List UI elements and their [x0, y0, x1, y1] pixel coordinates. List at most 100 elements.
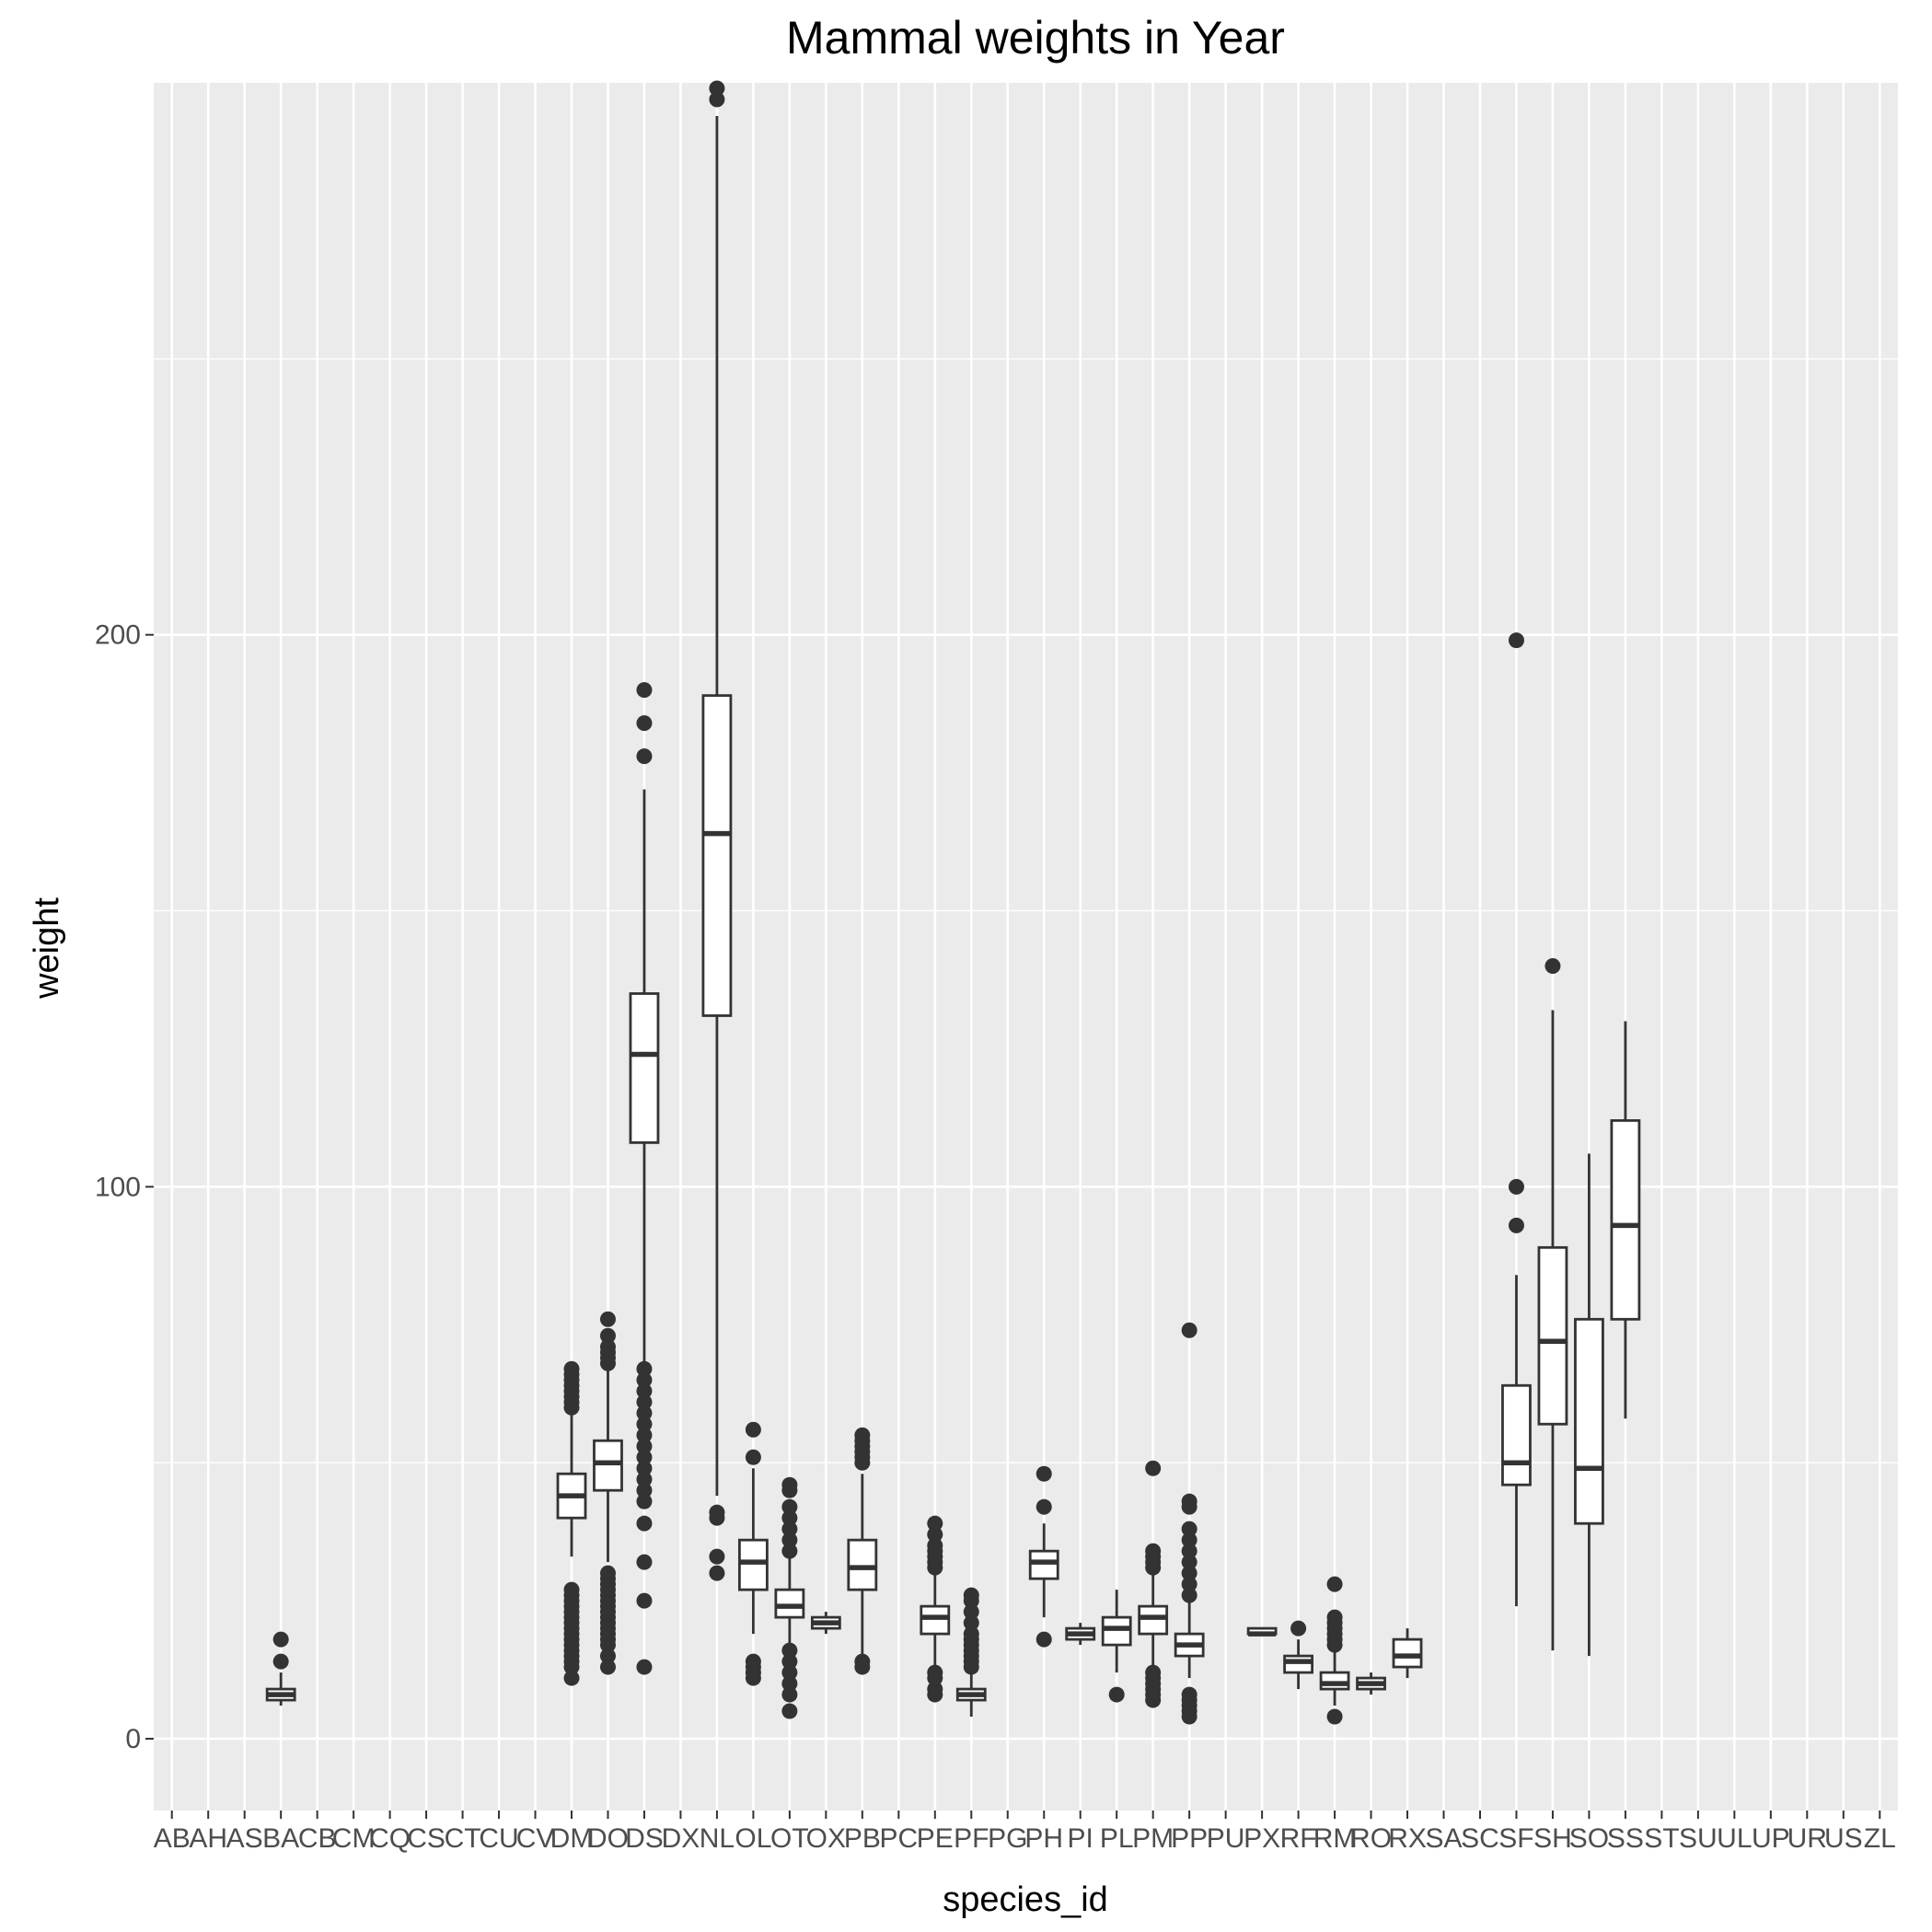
outlier-point [781, 1703, 798, 1719]
x-tick-label: PB [844, 1823, 881, 1854]
outlier-point [781, 1686, 798, 1703]
box-dm [556, 1360, 587, 1686]
x-tick-label: SF [1498, 1823, 1533, 1854]
outlier-point [636, 1416, 653, 1432]
outlier-point [1181, 1554, 1197, 1570]
y-tick-label: 200 [95, 620, 141, 651]
outlier-point [1035, 1465, 1052, 1482]
x-tick-label: RO [1350, 1823, 1392, 1854]
outlier-point [1145, 1664, 1162, 1681]
outlier-point [781, 1498, 798, 1515]
outlier-point [599, 1565, 616, 1581]
x-tick-label: SO [1569, 1823, 1609, 1854]
x-tick-label: PU [1207, 1823, 1245, 1854]
x-tick-label: PI [1068, 1823, 1093, 1854]
outlier-point [781, 1521, 798, 1537]
outlier-point [709, 1548, 725, 1565]
box-iqr [1392, 1637, 1423, 1669]
box-nl [701, 80, 733, 1581]
box-ot [774, 1476, 805, 1719]
outlier-point [636, 748, 653, 765]
outlier-point [1145, 1543, 1162, 1559]
outlier-point [1145, 1460, 1162, 1476]
outlier-point [1181, 1543, 1197, 1559]
outlier-point [781, 1664, 798, 1681]
outlier-point [636, 1471, 653, 1487]
outlier-point [1326, 1708, 1343, 1725]
box-iqr [701, 694, 733, 1017]
outlier-point [636, 1515, 653, 1532]
x-tick-label: PL [1100, 1823, 1134, 1854]
x-tick-label: SU [1679, 1823, 1718, 1854]
box-px [1246, 1626, 1278, 1637]
plot-panel [154, 83, 1898, 1811]
x-tick-label: OX [806, 1823, 846, 1854]
outlier-point [781, 1675, 798, 1692]
box-iqr [593, 1439, 623, 1492]
box-so [1574, 1153, 1604, 1657]
x-tick-label: AS [226, 1823, 263, 1854]
x-tick-label: CM [332, 1823, 376, 1854]
x-tick-label: PF [954, 1823, 989, 1854]
x-tick-label: OT [770, 1823, 809, 1854]
outlier-point [781, 1532, 798, 1548]
outlier-point [781, 1642, 798, 1659]
x-tick-label: DS [625, 1823, 664, 1854]
box-ol [738, 1421, 769, 1686]
outlier-point [927, 1537, 943, 1554]
outlier-point [272, 1631, 289, 1648]
outlier-point [636, 1427, 653, 1443]
box-sf [1501, 632, 1532, 1607]
outlier-point [636, 1460, 653, 1476]
x-tick-label: CQ [369, 1823, 411, 1854]
box-ox [810, 1612, 841, 1635]
x-tick-label: SC [1461, 1823, 1499, 1854]
x-tick-label: UP [1752, 1823, 1790, 1854]
outlier-point [272, 1653, 289, 1670]
outlier-point [1508, 632, 1524, 649]
outlier-point [781, 1476, 798, 1493]
box-iqr [1138, 1604, 1169, 1636]
outlier-point [599, 1648, 616, 1664]
x-tick-label: DX [662, 1823, 700, 1854]
x-tick-label: RX [1388, 1823, 1427, 1854]
outlier-point [1326, 1576, 1343, 1592]
outlier-point [636, 682, 653, 699]
box-ss [1610, 1021, 1641, 1419]
x-tick-label: PG [988, 1823, 1027, 1854]
outlier-point [854, 1653, 871, 1670]
x-tick-label: BA [262, 1823, 299, 1854]
outlier-point [1181, 1521, 1197, 1537]
outlier-point [709, 80, 725, 97]
outlier-point [854, 1427, 871, 1443]
boxplot-series [265, 80, 1641, 1725]
box-pb [847, 1427, 878, 1675]
outlier-point [709, 1504, 725, 1521]
chart-title: Mammal weights in Year [786, 12, 1285, 64]
outlier-point [781, 1510, 798, 1526]
box-ro [1356, 1672, 1386, 1695]
outlier-point [1181, 1322, 1197, 1338]
x-tick-label: DO [587, 1823, 629, 1854]
box-iqr [1501, 1383, 1532, 1487]
outlier-point [1326, 1609, 1343, 1625]
x-tick-label: PX [1244, 1823, 1280, 1854]
outlier-point [636, 1493, 653, 1510]
outlier-point [963, 1614, 979, 1631]
box-iqr [847, 1538, 878, 1591]
x-tick-label: CT [445, 1823, 481, 1854]
x-tick-label: CU [479, 1823, 518, 1854]
outlier-point [963, 1587, 979, 1603]
outlier-point [636, 1554, 653, 1570]
box-iqr [1537, 1245, 1568, 1426]
outlier-point [1290, 1620, 1307, 1637]
minor-gridlines [154, 358, 1898, 1463]
x-tick-label: PP [1171, 1823, 1208, 1854]
x-tick-label: PE [917, 1823, 954, 1854]
box-rf [1283, 1620, 1313, 1690]
outlier-point [781, 1653, 798, 1670]
x-tick-label: AB [154, 1823, 191, 1854]
outlier-point [1181, 1576, 1197, 1592]
